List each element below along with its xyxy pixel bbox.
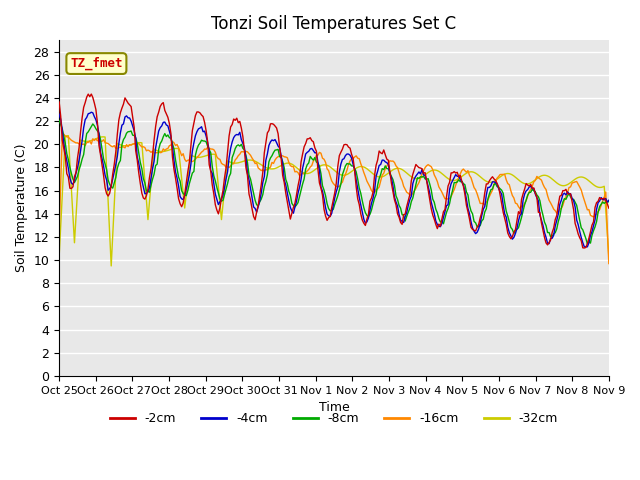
-4cm bbox=[584, 244, 591, 250]
X-axis label: Time: Time bbox=[319, 401, 349, 414]
Text: TZ_fmet: TZ_fmet bbox=[70, 57, 123, 70]
-16cm bbox=[124, 144, 132, 149]
-2cm bbox=[239, 134, 247, 140]
-8cm bbox=[55, 118, 63, 123]
Line: -32cm: -32cm bbox=[59, 136, 609, 266]
-8cm bbox=[584, 241, 591, 247]
-8cm bbox=[246, 176, 254, 182]
-4cm bbox=[297, 176, 305, 182]
-8cm bbox=[296, 193, 303, 199]
-16cm bbox=[55, 229, 63, 235]
-32cm bbox=[250, 158, 257, 164]
-2cm bbox=[221, 175, 228, 181]
Legend: -2cm, -4cm, -8cm, -16cm, -32cm: -2cm, -4cm, -8cm, -16cm, -32cm bbox=[105, 407, 563, 430]
-2cm bbox=[580, 245, 588, 251]
Line: -8cm: -8cm bbox=[59, 120, 609, 244]
-2cm bbox=[248, 206, 256, 212]
-16cm bbox=[221, 162, 228, 168]
-32cm bbox=[55, 253, 63, 259]
-16cm bbox=[605, 261, 612, 266]
-16cm bbox=[239, 149, 247, 155]
-8cm bbox=[123, 131, 131, 136]
-2cm bbox=[576, 235, 584, 240]
Line: -2cm: -2cm bbox=[59, 94, 609, 248]
-4cm bbox=[124, 115, 132, 121]
-8cm bbox=[237, 142, 245, 147]
-4cm bbox=[605, 197, 612, 203]
-2cm bbox=[605, 205, 612, 211]
-8cm bbox=[605, 199, 612, 204]
Line: -4cm: -4cm bbox=[59, 112, 609, 247]
-32cm bbox=[125, 142, 133, 148]
-4cm bbox=[576, 228, 584, 234]
-32cm bbox=[605, 254, 612, 260]
-4cm bbox=[239, 141, 247, 146]
-4cm bbox=[221, 185, 228, 191]
Title: Tonzi Soil Temperatures Set C: Tonzi Soil Temperatures Set C bbox=[211, 15, 456, 33]
-16cm bbox=[248, 155, 256, 161]
-2cm bbox=[88, 91, 95, 97]
-32cm bbox=[241, 158, 248, 164]
-4cm bbox=[248, 195, 256, 201]
Line: -16cm: -16cm bbox=[59, 134, 609, 264]
-2cm bbox=[55, 99, 63, 105]
-8cm bbox=[219, 197, 227, 203]
-32cm bbox=[222, 172, 230, 178]
-2cm bbox=[124, 100, 132, 106]
-32cm bbox=[108, 263, 115, 269]
-16cm bbox=[297, 172, 305, 178]
-32cm bbox=[577, 174, 585, 180]
-4cm bbox=[88, 109, 95, 115]
-4cm bbox=[55, 111, 63, 117]
-32cm bbox=[299, 169, 307, 175]
-32cm bbox=[65, 133, 72, 139]
-8cm bbox=[574, 210, 582, 216]
-16cm bbox=[576, 184, 584, 190]
Y-axis label: Soil Temperature (C): Soil Temperature (C) bbox=[15, 144, 28, 272]
-16cm bbox=[60, 131, 68, 137]
-2cm bbox=[297, 159, 305, 165]
